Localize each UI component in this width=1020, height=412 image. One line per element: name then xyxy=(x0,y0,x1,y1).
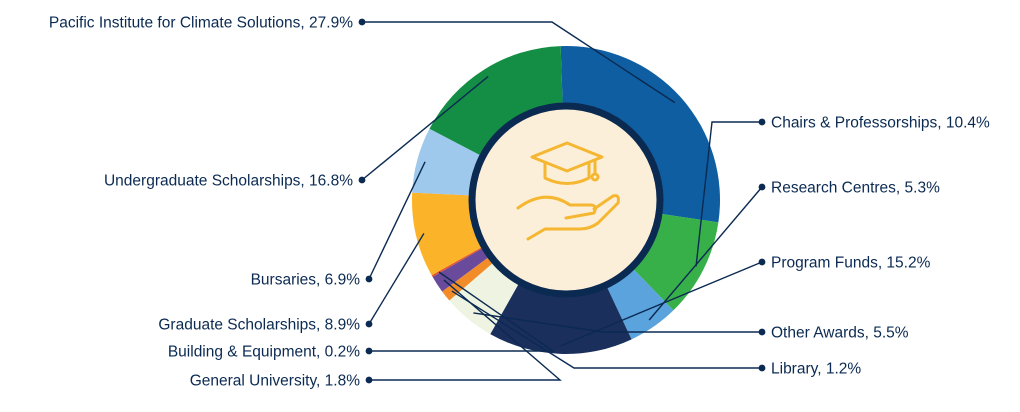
leader-line-9 xyxy=(368,161,426,280)
slice-label-5: Library, 1.2% xyxy=(771,361,861,378)
leader-line-7 xyxy=(369,271,556,352)
leader-dot-1 xyxy=(758,118,766,126)
slice-label-2: Research Centres, 5.3% xyxy=(771,180,940,197)
slice-5 xyxy=(442,253,498,301)
leader-dot-9 xyxy=(365,275,373,283)
leader-lines xyxy=(358,18,766,384)
slice-label-8: Graduate Scholarships, 8.9% xyxy=(158,317,360,334)
slice-2 xyxy=(604,264,674,340)
leader-dot-6 xyxy=(365,376,373,384)
leader-dot-7 xyxy=(365,347,373,355)
slice-0 xyxy=(560,46,720,223)
leader-line-8 xyxy=(368,233,425,325)
slice-label-6: General University, 1.8% xyxy=(190,373,360,390)
leader-line-3 xyxy=(560,261,763,347)
leader-dot-4 xyxy=(758,328,766,336)
leader-dot-5 xyxy=(758,364,766,372)
donut-slices xyxy=(411,46,720,355)
slice-label-0: Pacific Institute for Climate Solutions,… xyxy=(49,15,353,32)
slice-10 xyxy=(429,46,563,159)
slice-label-9: Bursaries, 6.9% xyxy=(251,272,361,289)
graduation-cap-in-hand-icon xyxy=(516,141,620,241)
slice-7 xyxy=(431,243,489,277)
slice-9 xyxy=(412,128,487,196)
slice-6 xyxy=(432,244,494,292)
slice-3 xyxy=(490,278,632,355)
leader-line-10 xyxy=(361,75,489,181)
leader-line-2 xyxy=(648,186,763,321)
slice-label-3: Program Funds, 15.2% xyxy=(771,255,931,272)
slice-label-1: Chairs & Professorships, 10.4% xyxy=(771,115,990,132)
leader-line-6 xyxy=(369,279,562,381)
slice-label-4: Other Awards, 5.5% xyxy=(771,325,909,342)
center-ring xyxy=(468,102,664,298)
leader-line-4 xyxy=(473,312,762,333)
slice-4 xyxy=(449,258,522,335)
leader-line-1 xyxy=(695,121,762,267)
leader-dot-2 xyxy=(758,183,766,191)
slice-label-7: Building & Equipment, 0.2% xyxy=(168,344,360,361)
slice-label-10: Undergraduate Scholarships, 16.8% xyxy=(104,173,353,190)
leader-dot-0 xyxy=(358,18,366,26)
leader-line-0 xyxy=(362,21,676,104)
leader-dot-8 xyxy=(365,320,373,328)
leader-line-5 xyxy=(451,290,762,369)
leader-dot-10 xyxy=(358,176,366,184)
leader-dot-3 xyxy=(758,258,766,266)
slice-8 xyxy=(411,192,488,276)
slice-labels: Pacific Institute for Climate Solutions,… xyxy=(49,15,990,390)
